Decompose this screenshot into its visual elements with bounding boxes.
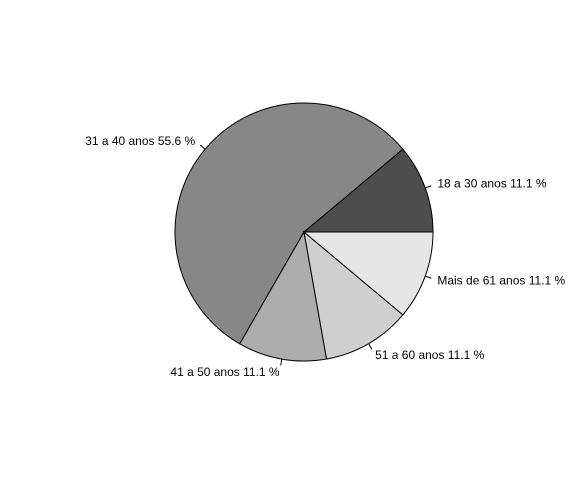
pie-label-2: 41 a 50 anos 11.1 %	[170, 365, 280, 379]
pie-label-3: 51 a 60 anos 11.1 %	[375, 348, 485, 362]
pie-labels: 18 a 30 anos 11.1 % 31 a 40 anos 55.6 % 41…	[85, 134, 565, 379]
pie-label-1: 31 a 40 anos 55.6 %	[85, 134, 195, 148]
pie-label-tick-3	[368, 343, 373, 350]
pie-label-0: 18 a 30 anos 11.1 %	[437, 177, 547, 191]
pie-label-tick-1	[199, 144, 206, 150]
pie-label-tick-0	[425, 185, 432, 189]
pie-label-4: Mais de 61 anos 11.1 %	[437, 274, 565, 288]
pie-slices	[174, 102, 434, 362]
pie-label-tick-4	[425, 275, 432, 279]
pie-label-tick-2	[280, 358, 283, 366]
pie-slice-1	[174, 102, 404, 345]
